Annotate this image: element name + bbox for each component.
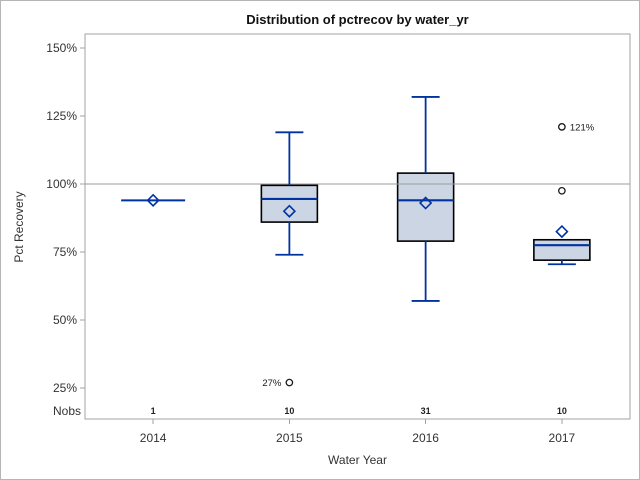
outlier-label: 27% (262, 378, 282, 389)
plot-frame (84, 33, 631, 420)
nobs-value: 31 (421, 406, 431, 416)
axes-layer (80, 33, 631, 424)
x-tick-label: 2015 (276, 431, 303, 445)
x-tick-label: 2017 (549, 431, 576, 445)
y-tick-label: 75% (53, 245, 77, 259)
y-tick-label: 100% (46, 177, 77, 191)
x-axis-title: Water Year (328, 453, 387, 467)
mean-marker (555, 224, 569, 239)
box-2016 (396, 172, 455, 242)
mean-marker (282, 204, 297, 218)
box-2017 (533, 238, 591, 261)
y-tick-label: 150% (46, 41, 77, 55)
chart-title: Distribution of pctrecov by water_yr (246, 12, 469, 27)
x-tick-label: 2016 (412, 431, 439, 445)
outlier-point (558, 123, 566, 131)
x-tick-label: 2014 (140, 431, 167, 445)
y-tick-label: 25% (53, 381, 77, 395)
outlier-point (285, 378, 294, 387)
outlier-label: 121% (570, 122, 595, 133)
y-tick-label: 125% (46, 109, 77, 123)
y-tick-label: 50% (53, 313, 77, 327)
marks-layer (121, 96, 590, 387)
nobs-value: 10 (557, 406, 567, 416)
mean-marker (418, 196, 433, 210)
mean-marker (146, 193, 160, 207)
outlier-point (558, 186, 566, 195)
nobs-value: 10 (284, 406, 294, 416)
nobs-value: 1 (151, 406, 156, 416)
nobs-row-header: Nobs (52, 404, 81, 418)
